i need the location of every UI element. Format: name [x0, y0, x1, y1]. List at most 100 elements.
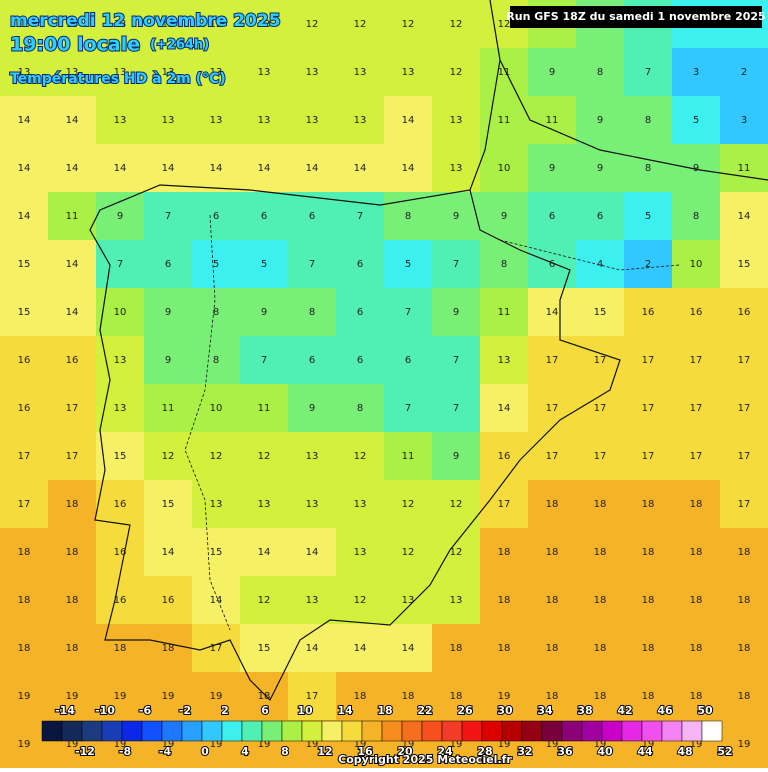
- field-cell: [288, 288, 337, 337]
- scale-swatch: [621, 720, 643, 742]
- temperature-value: 15: [162, 499, 175, 510]
- scale-swatch: [541, 720, 563, 742]
- temperature-value: 16: [690, 307, 703, 318]
- scale-swatch: [701, 720, 723, 742]
- field-cell: [48, 624, 97, 673]
- temperature-value: 18: [546, 595, 559, 606]
- temperature-value: 2: [741, 67, 747, 78]
- temperature-value: 19: [450, 739, 463, 750]
- scale-swatch: [441, 720, 463, 742]
- temperature-value: 14: [162, 547, 175, 558]
- field-cell: [240, 96, 289, 145]
- lead-time: (+264h): [150, 38, 209, 53]
- field-cell: [144, 672, 193, 721]
- field-cell: [576, 144, 625, 193]
- field-cell: [48, 336, 97, 385]
- field-cell: [336, 144, 385, 193]
- temperature-value: 17: [546, 403, 559, 414]
- scale-label: 50: [697, 704, 713, 717]
- field-cell: [48, 240, 97, 289]
- field-cell: [240, 288, 289, 337]
- field-cell: [192, 480, 241, 529]
- field-cell: [0, 48, 49, 97]
- field-cell: [240, 528, 289, 577]
- temperature-value: 11: [258, 403, 271, 414]
- temperature-value: 19: [210, 739, 223, 750]
- field-cell: [336, 480, 385, 529]
- scale-swatch: [561, 720, 583, 742]
- temperature-value: 12: [258, 595, 271, 606]
- field-cell: [0, 240, 49, 289]
- field-cell: [288, 48, 337, 97]
- scale-label: 32: [517, 745, 532, 758]
- field-cell: [480, 240, 529, 289]
- temperature-value: 11: [498, 307, 511, 318]
- field-cell: [192, 336, 241, 385]
- temperature-value: 7: [261, 355, 267, 366]
- field-cell: [96, 576, 145, 625]
- temperature-value: 19: [258, 739, 271, 750]
- field-cell: [96, 528, 145, 577]
- field-cell: [144, 480, 193, 529]
- temperature-value: 8: [597, 67, 603, 78]
- field-cell: [144, 384, 193, 433]
- field-cell: [576, 48, 625, 97]
- field-cell: [336, 384, 385, 433]
- scale-swatch: [361, 720, 383, 742]
- field-cell: [432, 432, 481, 481]
- temperature-value: 9: [165, 355, 171, 366]
- field-cell: [624, 192, 673, 241]
- field-cell: [336, 192, 385, 241]
- field-cell: [720, 576, 768, 625]
- temperature-value: 18: [18, 595, 31, 606]
- temperature-value: 15: [114, 451, 127, 462]
- temperature-value: 13: [258, 499, 271, 510]
- scale-label: 36: [557, 745, 573, 758]
- field-cell: [672, 336, 721, 385]
- field-title: Températures HD à 2m (°C): [10, 71, 226, 87]
- temperature-value: 17: [738, 403, 751, 414]
- temperature-value: 8: [357, 403, 363, 414]
- field-cell: [672, 96, 721, 145]
- temperature-value: 12: [354, 595, 367, 606]
- field-cell: [672, 384, 721, 433]
- temperature-value: 7: [405, 403, 411, 414]
- temperature-value: 10: [498, 163, 511, 174]
- field-cell: [528, 576, 577, 625]
- field-cell: [384, 672, 433, 721]
- scale-swatch: [581, 720, 603, 742]
- field-cell: [432, 624, 481, 673]
- field-cell: [624, 336, 673, 385]
- temperature-value: 12: [162, 19, 175, 30]
- temperature-value: 19: [306, 739, 319, 750]
- field-cell: [624, 48, 673, 97]
- scale-swatch: [301, 720, 323, 742]
- field-cell: [336, 48, 385, 97]
- field-cell: [384, 336, 433, 385]
- temperature-value: 16: [114, 547, 127, 558]
- temperature-value: 7: [405, 307, 411, 318]
- field-cell: [192, 240, 241, 289]
- field-cell: [240, 240, 289, 289]
- temperature-value: 19: [18, 739, 31, 750]
- temperature-value: 10: [690, 259, 703, 270]
- scale-label: -14: [55, 704, 75, 717]
- temperature-value: 18: [594, 643, 607, 654]
- field-cell: [240, 336, 289, 385]
- temperature-value: 13: [498, 355, 511, 366]
- scale-swatch: [341, 720, 363, 742]
- field-cell: [624, 288, 673, 337]
- temperature-value: 19: [162, 739, 175, 750]
- temperature-value: 19: [690, 739, 703, 750]
- scale-swatch: [201, 720, 223, 742]
- temperature-value: 12: [210, 451, 223, 462]
- temperature-value: 7: [453, 403, 459, 414]
- temperature-value: 16: [18, 403, 31, 414]
- temperature-value: 13: [210, 499, 223, 510]
- field-cell: [720, 720, 768, 769]
- field-cell: [672, 624, 721, 673]
- field-cell: [624, 144, 673, 193]
- field-cell: [0, 672, 49, 721]
- field-cell: [288, 0, 337, 49]
- temperature-value: 13: [114, 355, 127, 366]
